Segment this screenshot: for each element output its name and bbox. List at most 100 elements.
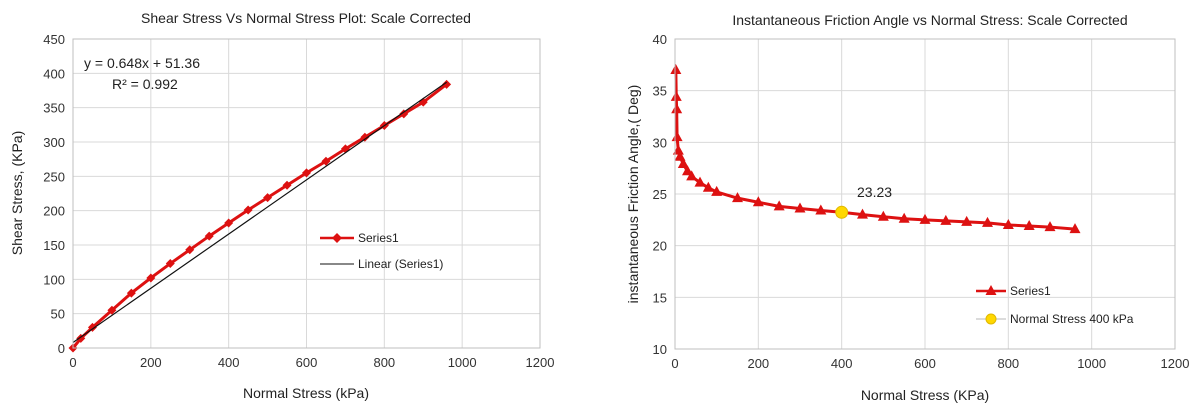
- series-line: [71, 83, 448, 349]
- y-tick-label: 40: [653, 32, 667, 47]
- data-point-marker: [185, 245, 195, 255]
- data-point-marker: [982, 216, 993, 227]
- y-tick-label: 350: [43, 101, 65, 116]
- trendline-equation: y = 0.648x + 51.36: [84, 55, 200, 71]
- data-point-marker: [399, 109, 409, 119]
- data-point-marker: [694, 176, 706, 187]
- x-tick-label: 600: [296, 355, 318, 370]
- y-tick-label: 0: [58, 341, 65, 356]
- plot-area-border: [674, 38, 1176, 350]
- y-tick-label: 20: [653, 239, 667, 254]
- data-point-marker: [877, 210, 889, 221]
- annotation-23-23: 23.23: [857, 184, 892, 200]
- x-tick-label: 0: [671, 356, 678, 371]
- data-point-marker: [263, 193, 273, 203]
- x-tick-label: 1200: [526, 355, 555, 370]
- data-point-marker: [165, 259, 175, 269]
- y-axis-label: Shear Stress, (KPa): [9, 131, 25, 256]
- x-tick-label: 400: [218, 355, 240, 370]
- x-tick-label: 400: [831, 356, 853, 371]
- x-tick-label: 600: [914, 356, 936, 371]
- data-point-marker: [674, 150, 686, 161]
- data-point-marker: [302, 168, 311, 178]
- legend-400-marker: [985, 313, 997, 325]
- data-point-marker: [686, 170, 698, 181]
- data-point-marker: [961, 215, 973, 226]
- legend-series1-marker: [985, 285, 997, 295]
- x-axis-label: Normal Stress (KPa): [861, 387, 989, 403]
- x-tick-label: 800: [373, 355, 395, 370]
- shear-stress-chart: Shear Stress Vs Normal Stress Plot: Scal…: [0, 0, 560, 406]
- y-tick-label: 35: [653, 84, 667, 99]
- data-point-marker: [671, 131, 683, 142]
- data-point-marker: [670, 64, 682, 74]
- friction-angle-chart: Instantaneous Friction Angle vs Normal S…: [590, 0, 1199, 406]
- data-point-marker: [321, 156, 331, 166]
- data-point-marker: [107, 305, 117, 315]
- data-point-marker: [732, 192, 743, 203]
- y-tick-label: 50: [51, 307, 65, 322]
- x-tick-label: 1000: [448, 355, 477, 370]
- friction-angle-svg: Instantaneous Friction Angle vs Normal S…: [625, 12, 1190, 403]
- data-point-marker: [126, 288, 136, 298]
- data-point-marker: [752, 196, 764, 207]
- y-tick-label: 10: [653, 342, 667, 357]
- y-tick-label: 25: [653, 187, 667, 202]
- data-point-marker: [1002, 219, 1014, 229]
- y-tick-label: 300: [43, 135, 65, 150]
- plot-area-border: [72, 38, 541, 349]
- x-tick-label: 200: [140, 355, 162, 370]
- x-tick-label: 800: [997, 356, 1019, 371]
- y-tick-label: 15: [653, 290, 667, 305]
- data-point-marker: [677, 158, 689, 169]
- data-point-marker: [224, 218, 234, 228]
- data-point-marker: [204, 231, 214, 241]
- y-tick-label: 200: [43, 204, 65, 219]
- data-point-marker: [794, 202, 806, 213]
- r-squared: R² = 0.992: [112, 76, 178, 92]
- data-point-marker: [857, 208, 868, 219]
- data-point-marker: [243, 205, 253, 215]
- series-line: [674, 69, 1076, 231]
- y-tick-label: 30: [653, 135, 667, 150]
- data-point-marker: [711, 185, 723, 196]
- x-axis-label: Normal Stress (kPa): [243, 385, 369, 401]
- y-tick-label: 250: [43, 169, 65, 184]
- y-tick-label: 400: [43, 66, 65, 81]
- legend-series1-label: Series1: [1010, 284, 1051, 298]
- data-point-marker: [146, 273, 156, 283]
- legend-linear-label: Linear (Series1): [358, 257, 443, 271]
- legend: Series1 Normal Stress 400 kPa: [976, 284, 1134, 326]
- data-point-marker: [360, 132, 370, 142]
- legend-400-label: Normal Stress 400 kPa: [1010, 312, 1134, 326]
- data-point-marker: [671, 103, 683, 114]
- legend-series1-label: Series1: [358, 231, 399, 245]
- y-tick-label: 450: [43, 32, 65, 47]
- y-axis-label: instantaneous Friction Angle,( Deg): [625, 85, 641, 304]
- data-point-marker: [672, 144, 684, 155]
- data-point-marker: [702, 181, 714, 192]
- data-point-marker: [1044, 221, 1056, 232]
- highlight-point-marker: [835, 205, 849, 219]
- legend-series1-marker: [332, 233, 342, 243]
- data-point-marker: [815, 204, 827, 215]
- shear-stress-svg: Shear Stress Vs Normal Stress Plot: Scal…: [9, 10, 555, 401]
- data-point-marker: [1023, 220, 1035, 231]
- data-point-marker: [919, 213, 931, 224]
- x-tick-label: 1200: [1161, 356, 1190, 371]
- data-point-marker: [87, 322, 97, 332]
- data-point-marker: [1069, 223, 1081, 234]
- data-point-marker: [282, 180, 292, 190]
- data-point-marker: [940, 214, 952, 225]
- data-point-marker: [670, 90, 682, 101]
- x-tick-label: 200: [747, 356, 769, 371]
- legend: Series1 Linear (Series1): [320, 231, 443, 271]
- data-point-marker: [898, 212, 910, 223]
- x-tick-label: 1000: [1077, 356, 1106, 371]
- x-tick-label: 0: [69, 355, 76, 370]
- chart-title: Instantaneous Friction Angle vs Normal S…: [732, 12, 1127, 28]
- data-point-marker: [682, 165, 693, 176]
- y-tick-label: 100: [43, 272, 65, 287]
- y-tick-label: 150: [43, 238, 65, 253]
- data-point-marker: [773, 200, 785, 211]
